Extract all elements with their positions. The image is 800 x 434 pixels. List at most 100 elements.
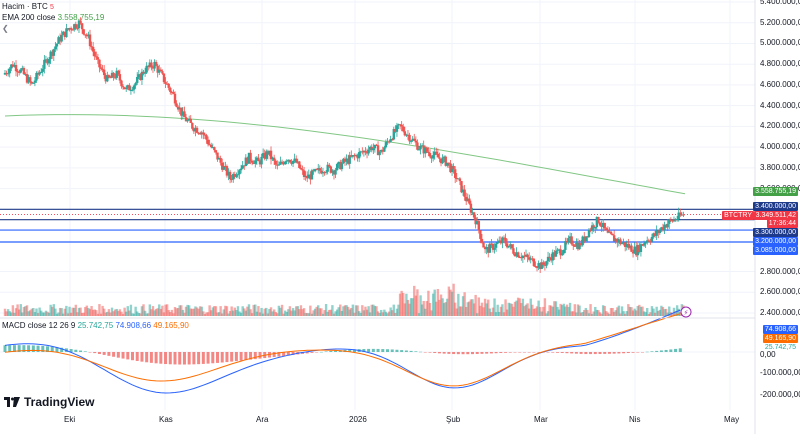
volume-bar [60,308,63,316]
volume-bar [44,310,48,316]
candle-body [165,83,169,85]
volume-bar [581,311,584,316]
candle-body [383,147,386,152]
candle-body [164,82,167,84]
macd-line-value: 74.908,66 [115,321,152,330]
candle-body [51,51,54,56]
macd-hist-bar [216,352,219,363]
candle-body [663,224,666,230]
volume-bar [553,301,556,316]
volume-bar [674,311,677,316]
volume-bar [159,308,163,316]
volume-bar [8,311,11,316]
candle-body [636,245,639,256]
volume-bar [471,299,474,316]
candle-body [213,147,216,151]
candle-body [635,246,638,256]
volume-bar [446,298,449,316]
macd-signal-value: 49.165,90 [153,321,189,330]
candle-body [186,119,189,122]
macd-hist-bar [489,352,493,354]
candle-body [460,181,463,193]
macd-hist-bar [55,347,59,352]
candle-body [332,170,336,175]
volume-bar [413,285,416,316]
candle-body [562,249,565,254]
candle-body [323,172,326,174]
candle-body [200,132,203,135]
volume-bar [216,312,219,316]
candle-body [112,72,115,78]
volume-bar [402,292,405,316]
candle-body [187,118,191,120]
volume-bar [21,312,24,316]
volume-bar [367,306,370,316]
macd-hist-bar [36,345,40,352]
macd-hist-bar [121,352,125,359]
volume-bar [394,312,397,316]
candle-body [225,166,229,176]
macd-hist-bar [50,346,54,352]
volume-bar [430,310,433,316]
candle-body [436,153,440,158]
candle-body [139,74,142,80]
price-tick-label: 2.600.000,00 [760,287,800,297]
volume-bar [298,309,301,316]
horizontal-levels[interactable] [0,208,755,243]
volume-bar [241,306,244,316]
candle-body [438,157,441,159]
volume-bar [140,306,144,316]
candle-body [444,156,447,166]
candle-body [353,155,356,157]
macd-hist-bar [102,352,106,355]
volume-bar [235,310,238,316]
volume-bar [132,313,136,316]
volume-bar [485,303,488,316]
volume-bar [276,313,279,316]
candle-body [309,174,312,180]
volume-bar [334,311,337,316]
volume-bar [147,313,150,316]
volume-bar [483,298,487,316]
price-tick-label: 5.400.000,00 [760,0,800,6]
candle-body [140,71,144,80]
macd-label: MACD close 12 26 9 [2,321,76,330]
volume-bar [375,306,378,316]
volume-bar [110,307,114,316]
candle-body [57,37,60,44]
candle-body [27,77,30,83]
collapse-chevron-icon[interactable]: ❮ [2,24,9,33]
candle-body [361,151,364,153]
candle-body [60,35,63,42]
candle-body [628,245,632,248]
macd-hist-bar [419,351,423,353]
volume-bar [531,304,534,316]
candle-body [660,227,663,231]
candle-body [194,127,197,132]
volume-bar [664,308,668,316]
candle-body [405,134,408,136]
volume-bar [125,311,128,316]
macd-hist-bar [395,349,399,352]
volume-bar [189,308,192,316]
candle-body [501,237,504,244]
candles[interactable] [3,17,685,274]
candle-body [565,241,569,243]
macd-hist-bar [253,352,257,360]
macd-hist-bar [8,345,12,352]
candle-body [283,161,287,165]
macd-hist-bar [560,352,564,353]
candle-body [431,155,435,159]
candle-body [584,236,588,242]
volume-bar [356,305,359,316]
candle-body [425,147,429,152]
candle-body [523,255,526,257]
candle-body [505,243,509,248]
candle-body [526,254,529,258]
volume-bar [359,312,362,316]
tradingview-logo[interactable]: TradingView [4,395,94,409]
flash-icon[interactable] [680,306,692,318]
candle-body [43,59,46,69]
volume-bar [73,307,76,316]
